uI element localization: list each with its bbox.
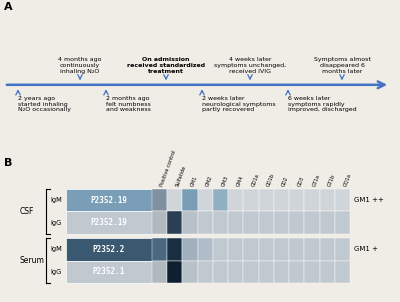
Text: Positive control: Positive control — [160, 149, 178, 188]
Bar — [167, 261, 182, 283]
Text: P2352.19: P2352.19 — [90, 196, 128, 205]
Text: GM1 ++: GM1 ++ — [354, 197, 384, 203]
Bar — [274, 189, 289, 211]
Bar — [66, 189, 152, 211]
Bar — [198, 238, 213, 261]
Bar — [152, 238, 167, 261]
Bar — [213, 261, 228, 283]
Bar — [320, 189, 335, 211]
Bar — [213, 238, 228, 261]
Bar — [335, 238, 350, 261]
Text: 2 years ago
started inhaling
N₂O occasionally: 2 years ago started inhaling N₂O occasio… — [18, 96, 71, 112]
Bar — [320, 211, 335, 234]
Text: 2 months ago
felt numbness
and weakness: 2 months ago felt numbness and weakness — [106, 96, 151, 112]
Bar — [167, 238, 182, 261]
Text: P2352.19: P2352.19 — [90, 218, 128, 227]
Text: GT1b: GT1b — [327, 173, 336, 188]
Text: A: A — [4, 2, 13, 11]
Bar — [304, 261, 320, 283]
Bar — [66, 261, 152, 283]
Text: GM4: GM4 — [236, 175, 244, 188]
Bar — [198, 211, 213, 234]
Bar — [289, 211, 304, 234]
Bar — [152, 261, 167, 283]
Text: B: B — [4, 159, 12, 169]
Text: 6 weeks later
symptoms rapidly
improved, discharged: 6 weeks later symptoms rapidly improved,… — [288, 96, 357, 112]
Bar — [152, 211, 167, 234]
Bar — [259, 211, 274, 234]
Bar — [228, 261, 243, 283]
Bar — [213, 189, 228, 211]
Bar — [66, 238, 152, 261]
Bar — [182, 211, 198, 234]
Bar — [274, 261, 289, 283]
Text: GD1b: GD1b — [266, 173, 276, 188]
Bar — [182, 261, 198, 283]
Text: IgM: IgM — [50, 197, 62, 203]
Text: Sulfatide: Sulfatide — [175, 165, 187, 188]
Text: GD2: GD2 — [282, 176, 290, 188]
Text: GM1 +: GM1 + — [354, 246, 378, 252]
Bar — [228, 238, 243, 261]
Text: Symptoms almost
disappeared 6
months later: Symptoms almost disappeared 6 months lat… — [314, 57, 370, 74]
Bar — [228, 189, 243, 211]
Bar — [335, 211, 350, 234]
Bar — [259, 238, 274, 261]
Bar — [167, 211, 182, 234]
Bar — [335, 261, 350, 283]
Bar — [259, 189, 274, 211]
Bar — [289, 238, 304, 261]
Bar — [304, 189, 320, 211]
Text: On admission
received standardized
treatment: On admission received standardized treat… — [127, 57, 205, 74]
Bar — [213, 211, 228, 234]
Bar — [66, 211, 152, 234]
Text: 4 months ago
continuously
inhaling N₂O: 4 months ago continuously inhaling N₂O — [58, 57, 102, 74]
Text: GT1a: GT1a — [312, 174, 321, 188]
Text: GD1a: GD1a — [251, 173, 260, 188]
Text: IgG: IgG — [50, 220, 61, 226]
Text: Serum: Serum — [20, 256, 45, 265]
Bar — [243, 261, 259, 283]
Bar — [243, 238, 259, 261]
Bar — [304, 211, 320, 234]
Text: GM1: GM1 — [190, 175, 199, 188]
Bar — [182, 189, 198, 211]
Bar — [167, 189, 182, 211]
Bar — [320, 238, 335, 261]
Text: IgG: IgG — [50, 269, 61, 275]
Text: GQ1a: GQ1a — [342, 173, 352, 188]
Text: GD3: GD3 — [297, 176, 305, 188]
Bar — [182, 238, 198, 261]
Bar — [259, 261, 274, 283]
Bar — [289, 189, 304, 211]
Bar — [198, 189, 213, 211]
Bar — [274, 211, 289, 234]
Text: CSF: CSF — [20, 207, 34, 216]
Bar — [304, 238, 320, 261]
Bar — [243, 189, 259, 211]
Bar — [289, 261, 304, 283]
Text: GM2: GM2 — [205, 175, 214, 188]
Text: P2352.2: P2352.2 — [93, 245, 125, 254]
Bar — [152, 189, 167, 211]
Text: 2 weeks later
neurological symptoms
partly recovered: 2 weeks later neurological symptoms part… — [202, 96, 276, 112]
Bar — [228, 211, 243, 234]
Bar — [198, 261, 213, 283]
Bar — [274, 238, 289, 261]
Text: GM3: GM3 — [220, 175, 229, 188]
Bar — [335, 189, 350, 211]
Text: 4 weeks later
symptoms unchanged,
received IVIG: 4 weeks later symptoms unchanged, receiv… — [214, 57, 286, 74]
Bar — [320, 261, 335, 283]
Bar — [243, 211, 259, 234]
Text: IgM: IgM — [50, 246, 62, 252]
Text: P2352.1: P2352.1 — [93, 267, 125, 276]
